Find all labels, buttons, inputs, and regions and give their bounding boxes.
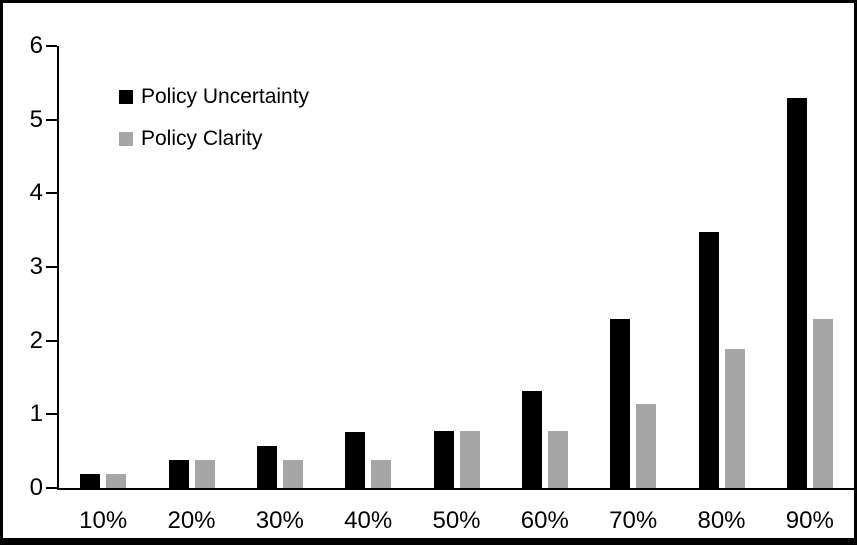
bar-policy-uncertainty-10% bbox=[80, 474, 101, 488]
legend-label: Policy Clarity bbox=[141, 127, 263, 150]
x-axis-label: 10% bbox=[79, 507, 128, 534]
x-axis-label: 70% bbox=[609, 507, 658, 534]
y-axis-label: 2 bbox=[29, 326, 43, 354]
plot-area bbox=[46, 45, 854, 490]
x-axis-label: 40% bbox=[344, 507, 393, 534]
bar-policy-uncertainty-60% bbox=[521, 390, 542, 488]
x-axis-label: 90% bbox=[785, 507, 834, 534]
bar-policy-clarity-10% bbox=[106, 474, 127, 488]
x-axis-label: 20% bbox=[167, 507, 216, 534]
bar-policy-uncertainty-40% bbox=[345, 432, 366, 488]
legend: Policy Uncertainty Policy Clarity bbox=[119, 76, 309, 160]
bar-policy-uncertainty-50% bbox=[433, 431, 454, 488]
bar-policy-uncertainty-90% bbox=[786, 97, 807, 488]
y-axis-label: 1 bbox=[29, 400, 43, 428]
y-axis-tick bbox=[46, 487, 57, 489]
y-axis-label: 5 bbox=[29, 105, 43, 133]
bar-policy-clarity-20% bbox=[194, 460, 215, 488]
bar-policy-uncertainty-30% bbox=[256, 446, 277, 488]
x-axis-label: 80% bbox=[697, 507, 746, 534]
y-axis-label: 6 bbox=[29, 32, 43, 59]
bar-policy-uncertainty-20% bbox=[168, 460, 189, 488]
legend-item-policy-clarity: Policy Clarity bbox=[119, 118, 309, 160]
legend-swatch-gray-icon bbox=[119, 132, 133, 146]
bar-policy-uncertainty-70% bbox=[610, 318, 631, 488]
bar-policy-clarity-50% bbox=[459, 431, 480, 488]
legend-swatch-black-icon bbox=[119, 90, 133, 104]
x-axis-label: 50% bbox=[432, 507, 481, 534]
bar-policy-clarity-40% bbox=[371, 460, 392, 488]
legend-label: Policy Uncertainty bbox=[141, 85, 310, 108]
bar-policy-clarity-80% bbox=[724, 348, 745, 488]
y-axis-tick bbox=[46, 413, 57, 416]
bar-policy-clarity-60% bbox=[547, 431, 568, 488]
y-axis-tick bbox=[46, 118, 57, 121]
x-axis-label: 60% bbox=[520, 507, 569, 534]
y-axis-tick bbox=[46, 45, 57, 47]
y-axis-tick bbox=[46, 339, 57, 342]
bar-policy-uncertainty-80% bbox=[698, 231, 719, 488]
x-axis-label: 30% bbox=[255, 507, 304, 534]
y-axis-label: 4 bbox=[29, 179, 43, 207]
bar-policy-clarity-70% bbox=[636, 404, 657, 488]
y-axis-tick bbox=[46, 266, 57, 268]
y-axis-label: 3 bbox=[29, 253, 43, 280]
y-axis-tick bbox=[46, 192, 57, 195]
y-axis-label: 0 bbox=[29, 474, 43, 501]
bar-policy-clarity-30% bbox=[282, 460, 303, 488]
legend-item-policy-uncertainty: Policy Uncertainty bbox=[119, 76, 309, 118]
bar-policy-clarity-90% bbox=[812, 319, 833, 488]
